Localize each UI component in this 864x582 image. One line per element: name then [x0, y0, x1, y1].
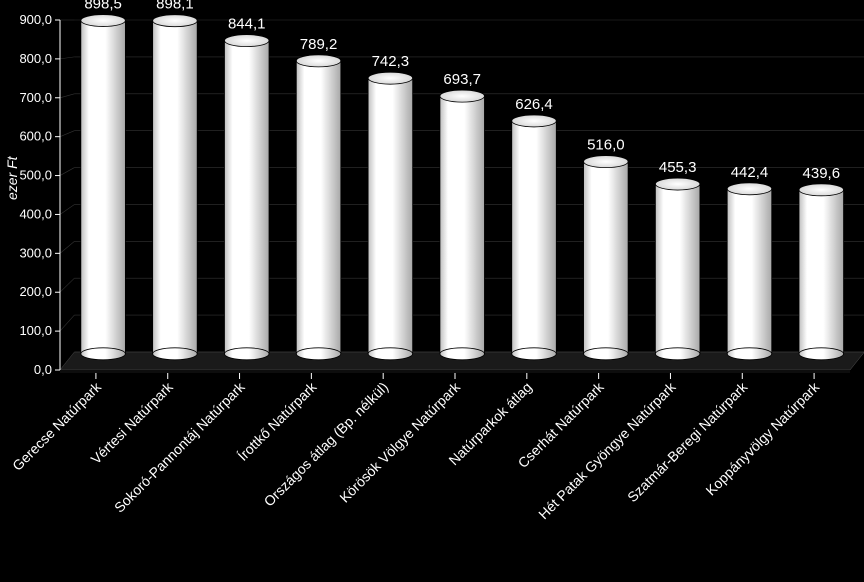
x-category-label: Országos átlag (Bp. nélkül): [261, 379, 392, 510]
x-category-label: Szatmár-Beregi Natúrpark: [624, 378, 751, 505]
y-tick-label: 500,0: [19, 168, 52, 183]
x-category-label: Körösök Völgye Natúrpark: [336, 378, 464, 506]
bar: [81, 21, 126, 354]
bar-value-label: 626,4: [515, 96, 553, 113]
bar: [799, 190, 844, 354]
bar: [584, 162, 629, 354]
bar: [368, 78, 413, 354]
bar: [655, 184, 700, 354]
y-tick-label: 700,0: [19, 90, 52, 105]
x-category-label: Sokoró-Pannontáj Natúrpark: [111, 378, 248, 515]
bar: [512, 121, 557, 354]
bar-chart: ezer Ft 0,0100,0200,0300,0400,0500,0600,…: [0, 0, 864, 582]
y-tick-label: 100,0: [19, 323, 52, 338]
y-tick-label: 400,0: [19, 206, 52, 221]
bar: [224, 41, 269, 354]
bar-value-label: 516,0: [587, 137, 625, 154]
y-tick-label: 600,0: [19, 129, 52, 144]
y-tick-label: 0,0: [34, 362, 52, 377]
y-tick-label: 300,0: [19, 245, 52, 260]
bar-value-label: 693,7: [443, 71, 481, 88]
bar-value-label: 898,1: [156, 0, 194, 13]
bar: [153, 21, 198, 354]
bar-value-label: 439,6: [803, 165, 841, 182]
bar: [296, 61, 341, 354]
bar: [727, 189, 772, 354]
y-tick-label: 200,0: [19, 284, 52, 299]
x-category-label: Hét Patak Gyöngye Natúrpark: [535, 378, 679, 522]
y-tick-label: 900,0: [19, 12, 52, 27]
bar: [440, 96, 485, 354]
y-tick-label: 800,0: [19, 51, 52, 66]
bar-value-label: 455,3: [659, 159, 697, 176]
bar-value-label: 442,4: [731, 164, 769, 181]
bar-value-label: 789,2: [300, 36, 338, 53]
bar-value-label: 844,1: [228, 16, 266, 33]
bar-value-label: 898,5: [84, 0, 122, 13]
bar-value-label: 742,3: [372, 53, 410, 70]
